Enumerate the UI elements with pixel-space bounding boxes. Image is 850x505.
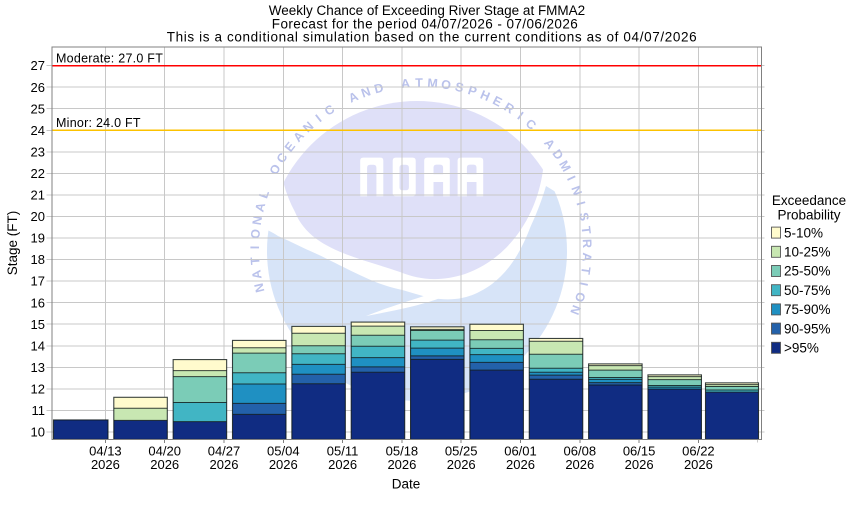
svg-text:06/01: 06/01 <box>504 444 537 459</box>
svg-text:2026: 2026 <box>328 457 357 472</box>
svg-text:T: T <box>578 266 593 276</box>
svg-text:2026: 2026 <box>269 457 298 472</box>
svg-text:05/11: 05/11 <box>327 444 359 459</box>
svg-text:05/04: 05/04 <box>267 444 300 459</box>
svg-text:18: 18 <box>31 252 45 267</box>
svg-text:2026: 2026 <box>210 457 239 472</box>
svg-text:>95%: >95% <box>784 341 819 356</box>
svg-text:Minor: 24.0 FT: Minor: 24.0 FT <box>56 116 141 130</box>
svg-text:M: M <box>427 76 438 91</box>
svg-text:O: O <box>248 228 263 239</box>
svg-text:N: N <box>359 84 372 100</box>
svg-text:90-95%: 90-95% <box>784 321 831 336</box>
svg-text:26: 26 <box>31 80 45 95</box>
svg-text:I: I <box>313 112 324 125</box>
svg-text:2026: 2026 <box>150 457 179 472</box>
svg-text:50-75%: 50-75% <box>784 283 831 298</box>
svg-text:23: 23 <box>31 144 45 159</box>
svg-text:2026: 2026 <box>387 457 416 472</box>
svg-text:I: I <box>576 281 590 287</box>
svg-text:2026: 2026 <box>91 457 120 472</box>
svg-text:A: A <box>249 269 264 280</box>
svg-text:04/13: 04/13 <box>89 444 122 459</box>
svg-text:24: 24 <box>31 123 45 138</box>
svg-text:2026: 2026 <box>506 457 535 472</box>
svg-text:22: 22 <box>31 166 45 181</box>
svg-text:I: I <box>564 174 578 183</box>
svg-text:A: A <box>252 201 268 213</box>
svg-text:R: R <box>580 239 594 248</box>
svg-text:T: T <box>248 256 263 265</box>
svg-text:10-25%: 10-25% <box>784 245 831 260</box>
svg-text:Moderate: 27.0 FT: Moderate: 27.0 FT <box>56 52 163 66</box>
svg-text:Weekly Chance of Exceeding Riv: Weekly Chance of Exceeding River Stage a… <box>269 3 585 18</box>
svg-text:25-50%: 25-50% <box>784 264 831 279</box>
svg-text:75-90%: 75-90% <box>784 302 831 317</box>
svg-text:Date: Date <box>392 477 421 492</box>
svg-text:25: 25 <box>31 101 45 116</box>
svg-text:Stage (FT): Stage (FT) <box>5 211 20 276</box>
svg-text:21: 21 <box>31 188 45 203</box>
svg-text:13: 13 <box>31 360 45 375</box>
svg-text:2026: 2026 <box>565 457 594 472</box>
svg-text:Probability: Probability <box>777 208 840 223</box>
svg-text:06/15: 06/15 <box>623 444 656 459</box>
svg-text:O: O <box>440 77 452 92</box>
svg-text:2026: 2026 <box>447 457 476 472</box>
svg-text:05/18: 05/18 <box>386 444 419 459</box>
svg-text:T: T <box>415 76 423 90</box>
svg-text:D: D <box>373 81 385 97</box>
svg-text:2026: 2026 <box>684 457 713 472</box>
svg-text:14: 14 <box>31 338 45 353</box>
svg-text:17: 17 <box>31 274 45 289</box>
svg-text:06/08: 06/08 <box>564 444 597 459</box>
svg-text:Exceedance: Exceedance <box>772 193 846 208</box>
svg-text:05/25: 05/25 <box>445 444 478 459</box>
svg-text:11: 11 <box>32 403 46 418</box>
svg-text:5-10%: 5-10% <box>784 225 823 240</box>
svg-text:04/20: 04/20 <box>148 444 181 459</box>
svg-text:A: A <box>400 76 410 91</box>
svg-text:04/27: 04/27 <box>208 444 241 459</box>
svg-text:A: A <box>580 252 594 262</box>
svg-text:15: 15 <box>31 317 45 332</box>
svg-text:T: T <box>578 225 593 235</box>
svg-text:2026: 2026 <box>625 457 654 472</box>
svg-text:10: 10 <box>31 425 45 440</box>
svg-text:N: N <box>250 215 265 226</box>
svg-text:20: 20 <box>31 209 45 224</box>
svg-text:19: 19 <box>31 231 45 246</box>
svg-text:N: N <box>252 282 268 294</box>
svg-text:06/22: 06/22 <box>682 444 715 459</box>
svg-text:12: 12 <box>31 382 45 397</box>
svg-text:27: 27 <box>31 58 45 73</box>
svg-text:This is a conditional simulati: This is a conditional simulation based o… <box>167 30 698 45</box>
svg-text:16: 16 <box>31 295 45 310</box>
svg-text:I: I <box>248 246 262 250</box>
svg-text:I: I <box>573 200 587 207</box>
svg-text:Forecast for the period 04/07/: Forecast for the period 04/07/2026 - 07/… <box>272 17 578 32</box>
